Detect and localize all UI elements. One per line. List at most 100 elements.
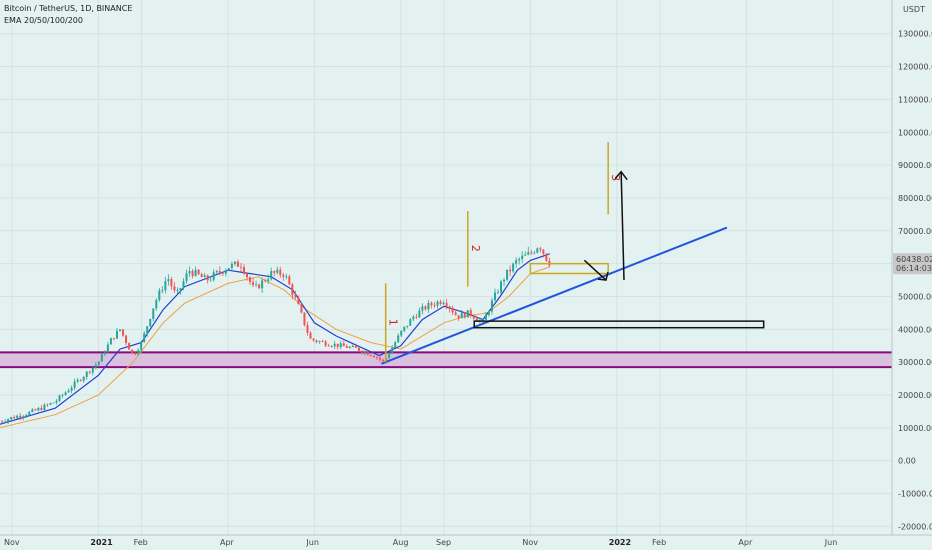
candle-body — [412, 316, 415, 320]
candle-body — [533, 252, 536, 254]
candle-body — [363, 351, 366, 353]
candle-body — [493, 292, 496, 301]
candle-body — [539, 248, 542, 250]
candle-body — [451, 308, 454, 313]
candle-body — [442, 302, 445, 305]
candle-body — [403, 326, 406, 331]
price-tick-label: 50000.00 — [898, 292, 932, 301]
price-tick-label: 10000.00 — [898, 424, 932, 433]
candle-body — [97, 361, 100, 365]
candle-body — [218, 270, 221, 273]
price-tick-label: 90000.00 — [898, 161, 932, 170]
candle-body — [146, 326, 149, 334]
candle-body — [34, 409, 37, 411]
candle-body — [379, 357, 382, 360]
last-price-countdown: 06:14:03 — [896, 264, 932, 273]
candle-body — [264, 280, 267, 282]
time-tick-label: Nov — [522, 538, 538, 547]
candle-body — [67, 390, 70, 393]
candle-body — [454, 312, 457, 316]
candle-body — [394, 342, 397, 348]
candle-body — [61, 394, 64, 396]
candle-body — [1, 421, 4, 423]
candle-body — [294, 294, 297, 298]
candle-body — [109, 338, 112, 345]
candle-body — [70, 387, 73, 391]
candle-body — [28, 411, 31, 416]
candle-body — [58, 395, 61, 401]
candle-body — [366, 351, 369, 356]
candle-body — [376, 357, 379, 359]
candle-body — [318, 341, 321, 343]
candle-body — [203, 275, 206, 278]
candle-body — [282, 274, 285, 277]
candle-body — [258, 284, 261, 289]
candle-body — [236, 261, 239, 267]
candle-body — [125, 335, 128, 344]
candle-body — [119, 329, 121, 331]
candle-body — [215, 270, 218, 273]
candle-body — [52, 402, 55, 404]
candle-body — [288, 276, 291, 285]
time-tick-label: Jun — [305, 538, 319, 547]
candle-body — [191, 270, 194, 276]
time-tick-label: Apr — [220, 538, 235, 547]
candle-body — [100, 354, 103, 362]
indicator-legend[interactable]: EMA 20/50/100/200 — [4, 16, 83, 25]
candle-body — [10, 417, 13, 420]
symbol-title[interactable]: Bitcoin / TetherUS, 1D, BINANCE — [4, 4, 133, 13]
candle-body — [31, 409, 34, 412]
candle-body — [421, 306, 424, 311]
candle-body — [13, 417, 16, 419]
candle-body — [188, 270, 191, 274]
candle-body — [545, 253, 548, 261]
candle-body — [506, 269, 509, 280]
candle-body — [224, 270, 227, 274]
candle-body — [348, 346, 351, 348]
candle-body — [79, 379, 82, 381]
price-tick-label: 80000.00 — [898, 194, 932, 203]
candle-body — [37, 407, 40, 411]
candle-body — [19, 415, 22, 418]
price-tick-label: 0.00 — [898, 457, 916, 466]
candle-body — [194, 269, 197, 276]
candle-body — [221, 272, 224, 274]
candle-body — [509, 269, 512, 272]
candle-body — [249, 277, 252, 283]
candle-body — [185, 273, 188, 282]
candle-body — [409, 319, 412, 326]
candle-body — [357, 347, 360, 351]
candle-body — [391, 347, 394, 354]
candle-body — [270, 271, 273, 280]
drawings: 123 — [380, 142, 765, 365]
candle-body — [122, 329, 125, 336]
candle-body — [131, 349, 134, 354]
last-price-value: 60438.02 — [896, 255, 932, 264]
time-tick-label: Jun — [824, 538, 838, 547]
candle-body — [342, 343, 345, 347]
candle-body — [472, 315, 475, 319]
candle-body — [115, 330, 118, 339]
candle-body — [246, 273, 249, 278]
candle-body — [273, 271, 276, 273]
candle-body — [200, 274, 203, 278]
time-tick-label: Apr — [738, 538, 753, 547]
price-tick-label: 30000.00 — [898, 358, 932, 367]
arrowhead-up — [614, 170, 628, 181]
time-tick-label: 2021 — [90, 538, 113, 547]
last-price-tag — [893, 253, 932, 275]
candle-body — [515, 260, 518, 264]
price-tick-label: -10000.00 — [898, 490, 932, 499]
candle-body — [82, 376, 85, 381]
price-tick-label: 70000.00 — [898, 227, 932, 236]
candle-body — [182, 281, 185, 289]
projection-arrow-up — [620, 171, 625, 281]
candle-body — [530, 252, 533, 254]
projection-arrow-down — [583, 259, 607, 281]
candle-body — [85, 371, 88, 377]
price-tick-label: 110000.00 — [898, 95, 932, 104]
trendline — [380, 226, 728, 365]
candle-body — [475, 318, 478, 321]
